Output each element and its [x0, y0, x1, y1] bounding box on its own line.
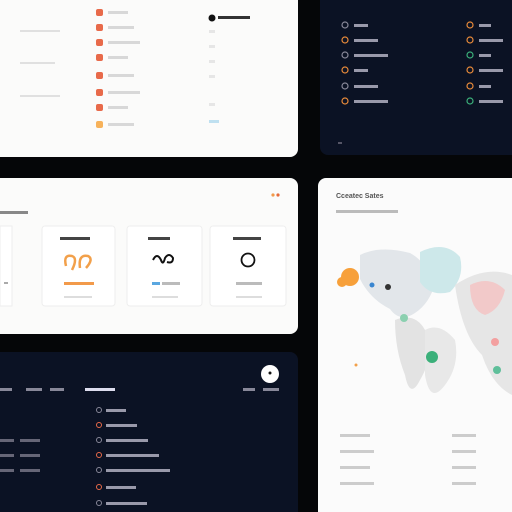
row-text	[20, 469, 40, 472]
row-text	[479, 54, 491, 57]
row-text	[354, 24, 368, 27]
row-icon	[341, 97, 349, 105]
row-icon	[96, 24, 103, 31]
row-text	[354, 39, 378, 42]
row-icon	[341, 36, 349, 44]
world-map	[337, 247, 512, 395]
row-text	[20, 454, 40, 457]
row-icon	[466, 97, 474, 105]
row-icon	[466, 36, 474, 44]
row-icon	[466, 51, 474, 59]
row-text	[0, 454, 14, 457]
row-icon	[341, 82, 349, 90]
row-text	[106, 454, 159, 457]
list-panel-dark	[320, 0, 512, 155]
row-text	[106, 486, 136, 489]
row-text	[354, 69, 368, 72]
row-text	[108, 26, 134, 29]
row-icon	[96, 422, 102, 428]
row-text	[108, 56, 128, 59]
row-text	[354, 85, 378, 88]
row-text	[354, 54, 388, 57]
row-text	[479, 69, 503, 72]
row-icon	[341, 21, 349, 29]
row-icon	[96, 452, 102, 458]
row-text	[479, 39, 503, 42]
row-icon	[96, 104, 103, 111]
row-text	[108, 11, 128, 14]
row-icon	[96, 500, 102, 506]
map-panel: Cceatec Sates	[318, 178, 512, 512]
row-icon	[341, 51, 349, 59]
row-text	[0, 439, 14, 442]
activity-panel-dark	[0, 352, 298, 512]
row-icon	[96, 72, 103, 79]
row-text	[108, 74, 134, 77]
cards-panel	[0, 178, 298, 334]
row-text	[479, 85, 491, 88]
row-text	[108, 106, 128, 109]
row-text	[20, 439, 40, 442]
row-icon	[466, 66, 474, 74]
row-text	[479, 100, 503, 103]
row-text	[106, 409, 126, 412]
row-text	[106, 439, 148, 442]
row-text	[106, 424, 137, 427]
list-panel-light	[0, 0, 298, 157]
row-icon	[96, 467, 102, 473]
row-icon	[96, 39, 103, 46]
row-icon	[96, 407, 102, 413]
row-icon	[466, 21, 474, 29]
row-text	[354, 100, 388, 103]
row-icon	[96, 54, 103, 61]
row-icon	[341, 66, 349, 74]
row-text	[108, 91, 140, 94]
row-text	[479, 24, 491, 27]
row-icon	[96, 437, 102, 443]
row-text	[106, 469, 170, 472]
row-icon	[96, 89, 103, 96]
row-text	[0, 469, 14, 472]
map-title: Cceatec Sates	[336, 193, 384, 200]
row-text	[106, 502, 147, 505]
row-text	[108, 123, 134, 126]
row-text	[108, 41, 140, 44]
row-icon	[96, 484, 102, 490]
row-icon	[96, 9, 103, 16]
row-icon	[466, 82, 474, 90]
row-icon	[96, 121, 103, 128]
